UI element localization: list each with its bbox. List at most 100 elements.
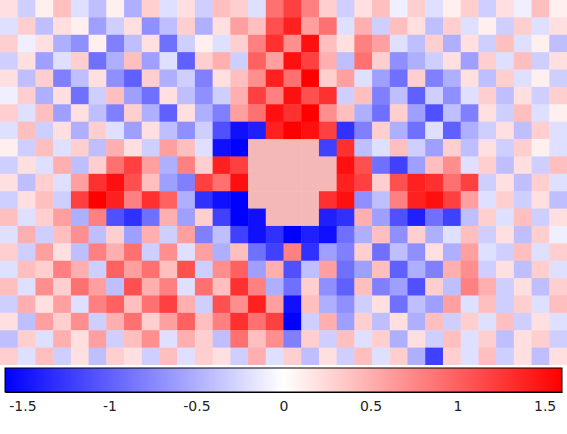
cell xyxy=(443,17,461,35)
cell xyxy=(319,243,337,261)
cell xyxy=(496,70,514,88)
cell xyxy=(124,348,142,365)
cell xyxy=(408,243,426,261)
cell xyxy=(248,52,266,70)
cell xyxy=(461,122,479,140)
cell xyxy=(124,330,142,348)
cell xyxy=(390,330,408,348)
cell xyxy=(142,209,160,227)
cell xyxy=(496,295,514,313)
cell xyxy=(443,174,461,192)
cell xyxy=(124,226,142,244)
cell xyxy=(496,139,514,157)
cell xyxy=(71,52,89,70)
cell xyxy=(71,0,89,18)
cell xyxy=(248,348,266,365)
cell xyxy=(230,348,248,365)
cell xyxy=(0,278,18,296)
cell xyxy=(372,122,390,140)
cell xyxy=(159,278,177,296)
cell xyxy=(354,35,372,53)
cell xyxy=(478,156,496,174)
cell xyxy=(337,52,355,70)
cell xyxy=(53,313,71,331)
cell xyxy=(496,122,514,140)
cell xyxy=(337,87,355,105)
cell xyxy=(478,17,496,35)
cell xyxy=(319,330,337,348)
cell xyxy=(124,156,142,174)
cell xyxy=(319,348,337,365)
cell xyxy=(106,191,124,209)
cell xyxy=(159,348,177,365)
masked-cell xyxy=(319,174,337,192)
cell xyxy=(390,87,408,105)
cell xyxy=(284,0,302,18)
cell xyxy=(408,348,426,365)
cell xyxy=(195,261,213,279)
cell xyxy=(337,139,355,157)
cell xyxy=(53,191,71,209)
cell xyxy=(18,0,36,18)
cell xyxy=(142,139,160,157)
cell xyxy=(89,87,107,105)
cell xyxy=(284,17,302,35)
cell xyxy=(18,156,36,174)
cell xyxy=(18,87,36,105)
cell xyxy=(532,174,550,192)
cell xyxy=(35,174,53,192)
cell xyxy=(319,35,337,53)
cell xyxy=(177,35,195,53)
cell xyxy=(213,348,231,365)
cell xyxy=(230,35,248,53)
cell xyxy=(71,243,89,261)
cell xyxy=(337,17,355,35)
cell xyxy=(142,87,160,105)
cell xyxy=(142,35,160,53)
cell xyxy=(89,139,107,157)
cell xyxy=(549,261,567,279)
cell xyxy=(372,226,390,244)
cell xyxy=(337,174,355,192)
cell xyxy=(0,70,18,88)
cell xyxy=(266,278,284,296)
cell xyxy=(89,261,107,279)
cell xyxy=(53,226,71,244)
cell xyxy=(337,243,355,261)
cell xyxy=(142,156,160,174)
cell xyxy=(390,139,408,157)
cell xyxy=(425,52,443,70)
cell xyxy=(124,17,142,35)
cell xyxy=(514,278,532,296)
cell xyxy=(284,87,302,105)
cell xyxy=(284,104,302,122)
cell xyxy=(213,209,231,227)
cell xyxy=(532,261,550,279)
cell xyxy=(18,174,36,192)
cell xyxy=(89,122,107,140)
cell xyxy=(372,313,390,331)
cell xyxy=(301,0,319,18)
cell xyxy=(408,139,426,157)
cell xyxy=(106,330,124,348)
cell xyxy=(177,226,195,244)
cell xyxy=(35,52,53,70)
cell xyxy=(230,295,248,313)
masked-cell xyxy=(284,191,302,209)
cell xyxy=(496,313,514,331)
cell xyxy=(443,70,461,88)
tick-label: -1.5 xyxy=(9,398,36,414)
masked-cell xyxy=(284,174,302,192)
cell xyxy=(372,261,390,279)
cell xyxy=(159,35,177,53)
cell xyxy=(35,70,53,88)
cell xyxy=(230,330,248,348)
cell xyxy=(354,156,372,174)
cell xyxy=(372,139,390,157)
cell xyxy=(549,35,567,53)
masked-cell xyxy=(301,209,319,227)
cell xyxy=(284,243,302,261)
cell xyxy=(195,226,213,244)
cell xyxy=(549,156,567,174)
cell xyxy=(248,209,266,227)
